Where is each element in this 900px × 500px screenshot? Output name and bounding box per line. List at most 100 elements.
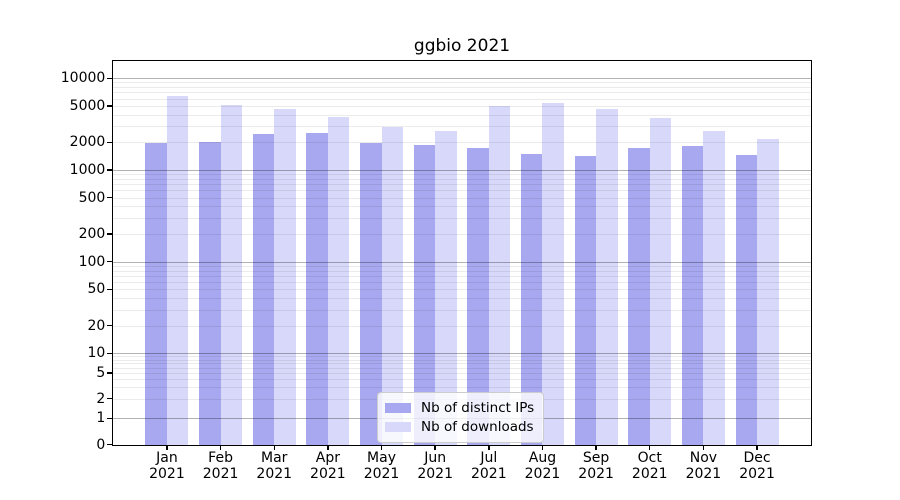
y-tick bbox=[106, 288, 113, 290]
gridline-major bbox=[113, 261, 811, 263]
bar-downloads-jan bbox=[166, 95, 189, 445]
x-tick bbox=[380, 444, 383, 451]
y-tick bbox=[106, 77, 113, 79]
y-tick-label: 1000 bbox=[69, 161, 106, 178]
y-tick-label: 10 bbox=[87, 345, 106, 362]
y-tick bbox=[106, 352, 113, 354]
gridline-minor bbox=[113, 174, 811, 176]
y-tick bbox=[106, 417, 113, 419]
bar-distinct-ips-dec bbox=[735, 154, 758, 445]
bar-distinct-ips-jul bbox=[467, 148, 489, 445]
gridline-minor bbox=[113, 234, 811, 236]
gridline-minor bbox=[113, 114, 811, 116]
bar-distinct-ips-feb bbox=[199, 141, 221, 445]
bar-distinct-ips-jun bbox=[413, 145, 436, 445]
gridline-minor bbox=[113, 126, 811, 128]
bar-downloads-mar bbox=[274, 109, 296, 445]
bar-downloads-apr bbox=[327, 117, 350, 445]
bar-downloads-jun bbox=[435, 130, 457, 445]
gridline-minor bbox=[113, 270, 811, 272]
y-tick-label: 0 bbox=[96, 436, 106, 453]
x-tick-label: Aug 2021 bbox=[524, 450, 561, 482]
gridline-minor bbox=[113, 184, 811, 186]
bar-downloads-oct bbox=[649, 117, 672, 445]
bar-distinct-ips-sep bbox=[574, 155, 597, 445]
y-tick-label: 5 bbox=[96, 364, 106, 381]
gridline-major bbox=[113, 353, 811, 355]
y-tick-label: 2000 bbox=[69, 134, 106, 151]
y-tick bbox=[106, 169, 113, 171]
x-tick-label: Feb 2021 bbox=[202, 450, 239, 482]
y-tick-label: 5000 bbox=[69, 97, 106, 114]
x-tick bbox=[702, 444, 705, 451]
gridline-minor bbox=[113, 217, 811, 219]
gridline-minor bbox=[113, 98, 811, 100]
bar-downloads-jul bbox=[488, 105, 511, 445]
gridline-minor bbox=[113, 197, 811, 199]
gridline-minor bbox=[113, 387, 811, 389]
legend-entry-distinct-ips: Nb of distinct IPs bbox=[385, 398, 534, 417]
x-tick-label: Jul 2021 bbox=[470, 450, 507, 482]
x-tick-label: Sep 2021 bbox=[578, 450, 614, 482]
x-tick bbox=[595, 444, 597, 451]
gridline-minor bbox=[113, 372, 811, 374]
gridline-minor bbox=[113, 82, 811, 84]
y-tick-label: 20 bbox=[87, 317, 106, 334]
legend-swatch-distinct-ips bbox=[385, 402, 411, 413]
gridline-minor bbox=[113, 190, 811, 192]
x-tick-label: Dec 2021 bbox=[739, 450, 775, 482]
gridline-minor bbox=[113, 87, 811, 89]
y-tick bbox=[106, 444, 113, 446]
gridline-minor bbox=[113, 275, 811, 277]
y-tick bbox=[106, 260, 113, 263]
gridline-minor bbox=[113, 105, 811, 107]
y-tick bbox=[106, 398, 113, 400]
chart-title: ggbio 2021 bbox=[413, 36, 511, 56]
gridline-minor bbox=[113, 309, 811, 311]
bar-downloads-may bbox=[381, 126, 403, 445]
y-tick bbox=[106, 325, 113, 327]
bar-distinct-ips-apr bbox=[306, 132, 328, 445]
y-tick-label: 2 bbox=[96, 390, 106, 407]
x-tick bbox=[219, 444, 222, 451]
x-tick bbox=[649, 444, 651, 451]
x-tick bbox=[756, 444, 758, 451]
gridline-minor bbox=[113, 379, 811, 381]
bar-distinct-ips-aug bbox=[521, 153, 543, 445]
bar-downloads-dec bbox=[757, 139, 779, 445]
legend-entry-downloads: Nb of downloads bbox=[385, 417, 534, 436]
gridline-minor bbox=[113, 367, 811, 369]
bar-downloads-aug bbox=[542, 103, 564, 445]
gridline-minor bbox=[113, 298, 811, 300]
bar-downloads-nov bbox=[703, 130, 725, 445]
x-tick-label: Oct 2021 bbox=[631, 450, 668, 482]
legend-label-downloads: Nb of downloads bbox=[421, 418, 534, 435]
legend: Nb of distinct IPs Nb of downloads bbox=[377, 392, 545, 443]
y-tick-label: 50 bbox=[87, 281, 106, 298]
x-tick-label: Jun 2021 bbox=[417, 450, 453, 482]
x-tick bbox=[488, 444, 490, 451]
bar-distinct-ips-jan bbox=[145, 143, 167, 445]
gridline-minor bbox=[113, 206, 811, 208]
x-tick-label: Jan 2021 bbox=[149, 450, 185, 482]
x-tick-label: Nov 2021 bbox=[685, 450, 722, 482]
gridline-minor bbox=[113, 325, 811, 327]
gridline-minor bbox=[113, 363, 811, 365]
legend-label-distinct-ips: Nb of distinct IPs bbox=[421, 399, 535, 416]
y-tick bbox=[106, 372, 113, 374]
y-tick bbox=[106, 141, 113, 144]
x-tick bbox=[541, 444, 544, 451]
bar-downloads-feb bbox=[220, 104, 243, 445]
x-tick bbox=[273, 444, 275, 451]
x-tick bbox=[327, 444, 329, 451]
gridline-minor bbox=[113, 92, 811, 94]
x-tick bbox=[434, 444, 436, 451]
gridline-minor bbox=[113, 359, 811, 361]
legend-swatch-downloads bbox=[385, 421, 411, 432]
gridline-minor bbox=[113, 281, 811, 283]
x-tick bbox=[166, 444, 168, 451]
gridline-major bbox=[113, 169, 811, 171]
gridline-minor bbox=[113, 142, 811, 144]
y-tick-label: 1 bbox=[96, 410, 106, 427]
